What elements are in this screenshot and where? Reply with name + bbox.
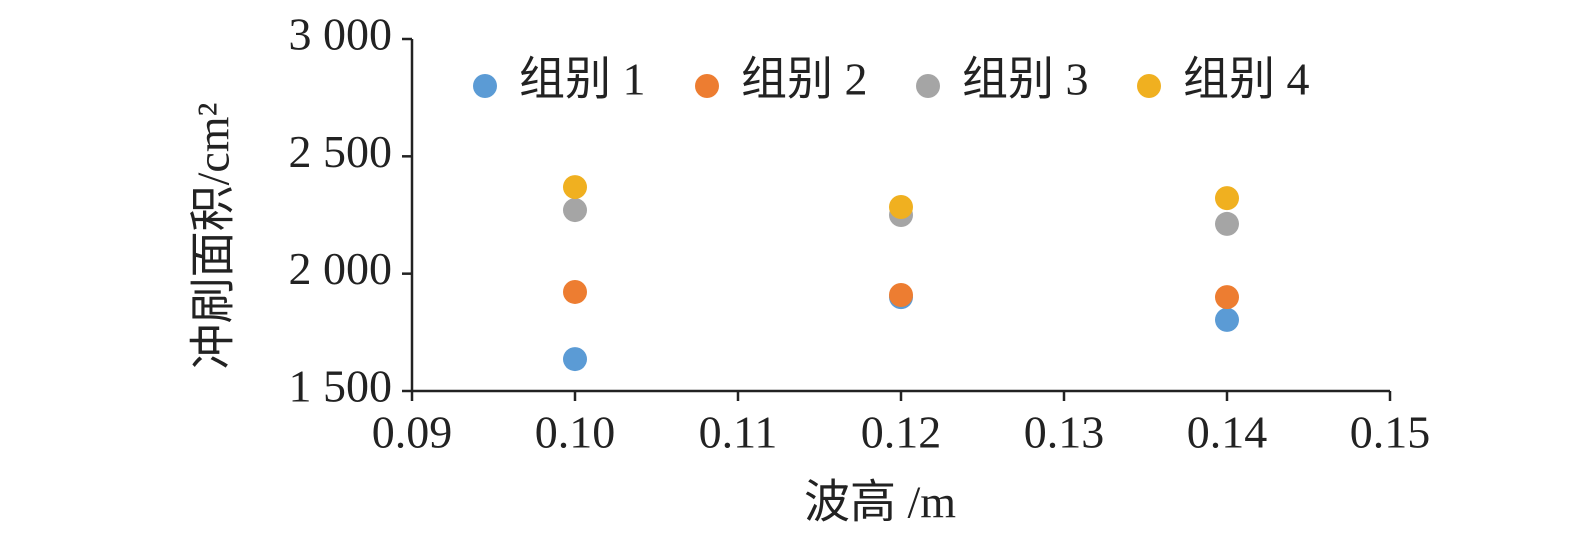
legend-label: 组别 2 — [741, 54, 868, 105]
point — [563, 279, 587, 304]
point — [563, 175, 587, 200]
x-tick-label: 0.12 — [861, 407, 942, 458]
point — [1215, 307, 1239, 332]
legend-marker — [916, 74, 940, 98]
point — [563, 347, 587, 372]
x-tick-label: 0.09 — [372, 407, 453, 458]
y-tick-label: 1 500 — [289, 361, 393, 412]
x-axis-label: 波高 /m — [804, 477, 956, 528]
y-tick-label: 2 000 — [289, 243, 393, 294]
x-tick-label: 0.14 — [1187, 407, 1268, 458]
x-tick-label: 0.11 — [699, 407, 778, 458]
legend-label: 组别 3 — [962, 54, 1089, 105]
legend-label: 组别 1 — [519, 54, 646, 105]
legend-label: 组别 4 — [1183, 54, 1310, 105]
y-tick-label: 3 000 — [289, 9, 393, 60]
point — [889, 283, 913, 308]
x-tick-label: 0.15 — [1350, 407, 1431, 458]
legend-marker — [1137, 74, 1161, 98]
legend-marker — [695, 74, 719, 98]
point — [1215, 285, 1239, 310]
point — [1215, 186, 1239, 211]
point — [889, 195, 913, 220]
point — [1215, 211, 1239, 236]
y-tick-label: 2 500 — [289, 126, 393, 177]
x-tick-label: 0.13 — [1024, 407, 1105, 458]
legend-marker — [473, 74, 497, 98]
point — [563, 198, 587, 223]
y-axis-label: 冲刷面积/cm² — [188, 103, 239, 370]
x-tick-label: 0.10 — [535, 407, 616, 458]
